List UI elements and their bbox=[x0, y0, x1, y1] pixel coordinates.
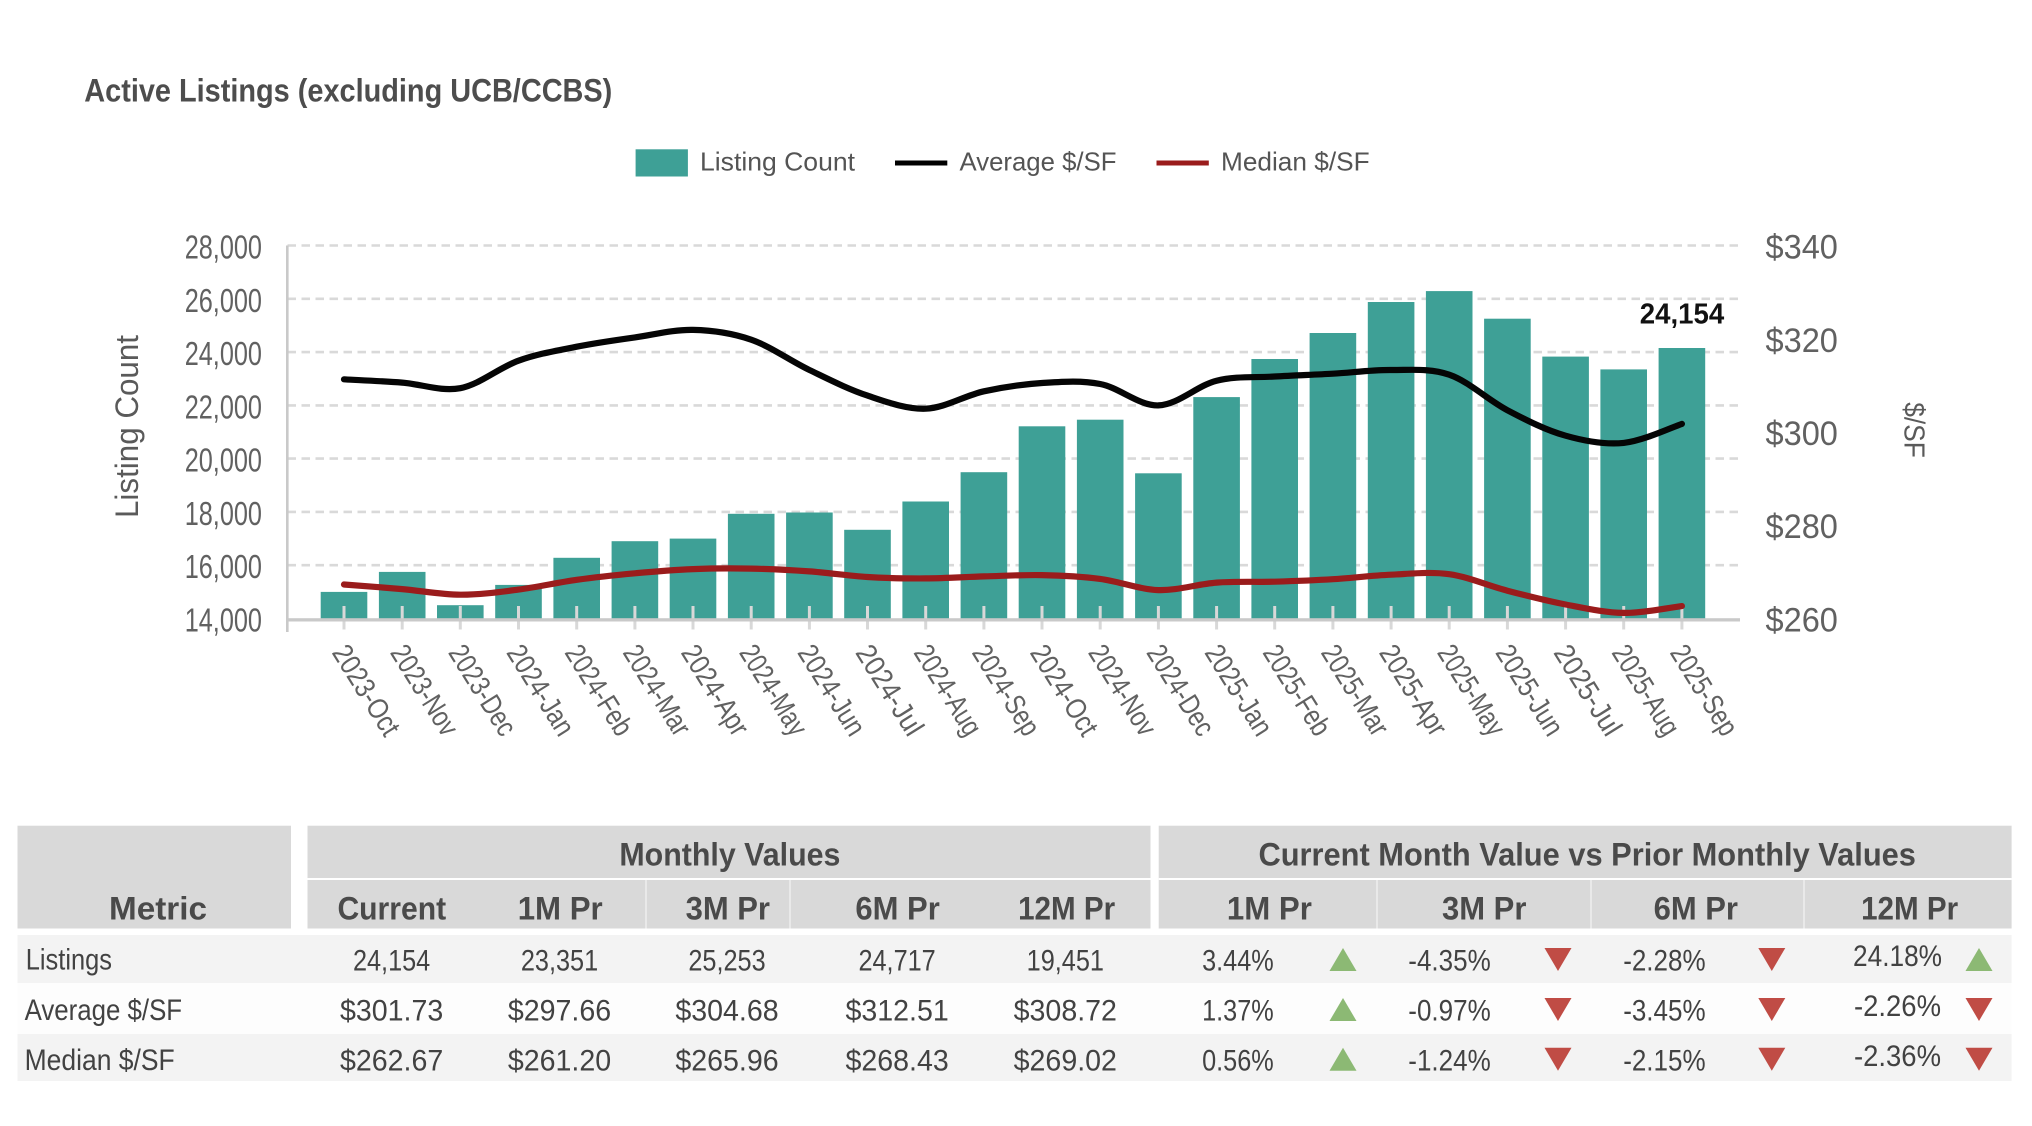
svg-text:$304.68: $304.68 bbox=[675, 995, 778, 1028]
svg-text:$269.02: $269.02 bbox=[1014, 1044, 1117, 1077]
svg-text:1.37%: 1.37% bbox=[1202, 995, 1274, 1028]
svg-text:$265.96: $265.96 bbox=[675, 1044, 778, 1077]
svg-text:3.44%: 3.44% bbox=[1202, 945, 1274, 978]
svg-text:Metric: Metric bbox=[109, 891, 207, 927]
svg-text:Average $/SF: Average $/SF bbox=[960, 147, 1117, 177]
svg-text:Current Month Value vs Prior M: Current Month Value vs Prior Monthly Val… bbox=[1258, 837, 1916, 873]
svg-text:Median $/SF: Median $/SF bbox=[25, 1044, 175, 1077]
svg-text:1M Pr: 1M Pr bbox=[518, 891, 603, 927]
svg-text:25,253: 25,253 bbox=[688, 945, 765, 978]
svg-text:-1.24%: -1.24% bbox=[1408, 1044, 1490, 1077]
svg-text:Current: Current bbox=[337, 891, 446, 927]
svg-text:28,000: 28,000 bbox=[185, 229, 262, 266]
svg-text:24,154: 24,154 bbox=[353, 945, 430, 978]
svg-text:-2.36%: -2.36% bbox=[1854, 1040, 1941, 1073]
svg-text:22,000: 22,000 bbox=[185, 388, 262, 425]
svg-text:24,717: 24,717 bbox=[858, 945, 935, 978]
svg-text:6M Pr: 6M Pr bbox=[855, 891, 939, 927]
svg-text:6M Pr: 6M Pr bbox=[1654, 891, 1738, 927]
svg-text:$297.66: $297.66 bbox=[508, 995, 611, 1028]
svg-text:Average $/SF: Average $/SF bbox=[25, 994, 183, 1027]
svg-text:Median $/SF: Median $/SF bbox=[1221, 147, 1370, 177]
svg-text:$261.20: $261.20 bbox=[508, 1044, 611, 1077]
svg-text:$280: $280 bbox=[1766, 508, 1838, 546]
svg-text:$308.72: $308.72 bbox=[1014, 995, 1117, 1028]
svg-text:$/SF: $/SF bbox=[1898, 402, 1930, 458]
svg-text:$340: $340 bbox=[1766, 229, 1838, 267]
svg-text:$300: $300 bbox=[1766, 415, 1838, 453]
svg-text:Listing Count: Listing Count bbox=[700, 147, 856, 177]
svg-text:-2.26%: -2.26% bbox=[1854, 990, 1941, 1023]
svg-text:$301.73: $301.73 bbox=[340, 995, 443, 1028]
svg-text:$320: $320 bbox=[1766, 322, 1838, 360]
svg-text:Listings: Listings bbox=[26, 944, 112, 977]
svg-text:12M Pr: 12M Pr bbox=[1861, 891, 1958, 927]
svg-text:20,000: 20,000 bbox=[185, 442, 262, 479]
svg-text:Active Listings (excluding UCB: Active Listings (excluding UCB/CCBS) bbox=[84, 72, 612, 108]
svg-text:-2.15%: -2.15% bbox=[1623, 1044, 1705, 1077]
svg-text:24,154: 24,154 bbox=[1640, 299, 1724, 331]
svg-text:Monthly Values: Monthly Values bbox=[619, 837, 840, 873]
svg-text:Listing Count: Listing Count bbox=[109, 335, 145, 518]
svg-text:3M Pr: 3M Pr bbox=[686, 891, 770, 927]
svg-text:0.56%: 0.56% bbox=[1202, 1044, 1274, 1077]
svg-text:14,000: 14,000 bbox=[185, 602, 262, 639]
svg-text:24.18%: 24.18% bbox=[1853, 940, 1942, 973]
svg-text:24,000: 24,000 bbox=[185, 335, 262, 372]
svg-text:$262.67: $262.67 bbox=[340, 1044, 443, 1077]
svg-text:$260: $260 bbox=[1766, 602, 1838, 640]
svg-text:1M Pr: 1M Pr bbox=[1227, 891, 1312, 927]
svg-text:19,451: 19,451 bbox=[1027, 945, 1104, 978]
svg-text:$312.51: $312.51 bbox=[845, 995, 948, 1028]
svg-text:23,351: 23,351 bbox=[521, 945, 598, 978]
svg-text:18,000: 18,000 bbox=[185, 495, 262, 532]
svg-text:-3.45%: -3.45% bbox=[1623, 995, 1705, 1028]
svg-text:$268.43: $268.43 bbox=[845, 1044, 948, 1077]
svg-text:-2.28%: -2.28% bbox=[1623, 945, 1705, 978]
svg-text:-4.35%: -4.35% bbox=[1408, 945, 1490, 978]
svg-text:3M Pr: 3M Pr bbox=[1442, 891, 1526, 927]
svg-text:26,000: 26,000 bbox=[185, 282, 262, 319]
svg-text:16,000: 16,000 bbox=[185, 548, 262, 585]
svg-text:-0.97%: -0.97% bbox=[1408, 995, 1490, 1028]
svg-text:12M Pr: 12M Pr bbox=[1018, 891, 1115, 927]
